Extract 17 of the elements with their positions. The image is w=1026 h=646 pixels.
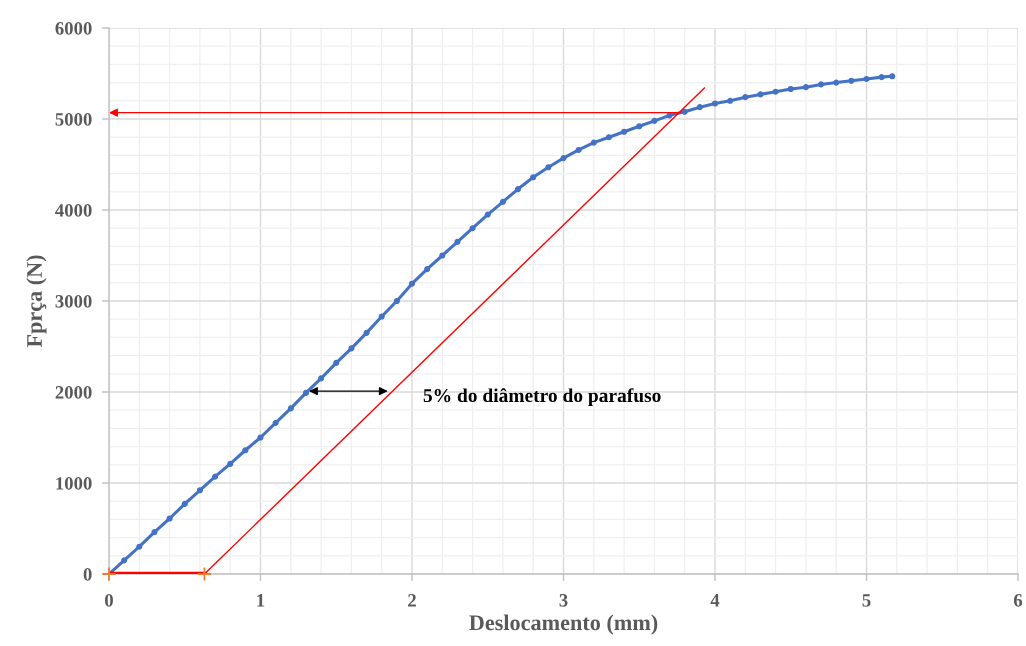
x-tick-label: 1 xyxy=(257,594,265,607)
y-tick-label: 4000 xyxy=(55,204,92,217)
x-axis-title: Deslocamento (mm) xyxy=(469,614,658,635)
y-tick-label: 3000 xyxy=(55,295,92,308)
x-tick-label: 0 xyxy=(105,593,113,607)
y-tick-label: 0 xyxy=(83,568,92,581)
x-tick-label: 5 xyxy=(862,594,871,607)
y-tick-label: 6000 xyxy=(55,22,92,35)
y-axis-title: Fprça (N) xyxy=(26,255,47,348)
x-tick-label: 3 xyxy=(559,594,568,607)
y-tick-label: 2000 xyxy=(55,386,92,399)
x-tick-label: 2 xyxy=(408,594,416,607)
x-tick-label: 6 xyxy=(1013,594,1023,607)
y-tick-label: 5000 xyxy=(55,113,92,126)
x-tick-label: 4 xyxy=(710,594,720,607)
annotation: 5% do diâmetro do parafuso xyxy=(423,388,661,407)
y-tick-label: 1000 xyxy=(56,477,92,490)
